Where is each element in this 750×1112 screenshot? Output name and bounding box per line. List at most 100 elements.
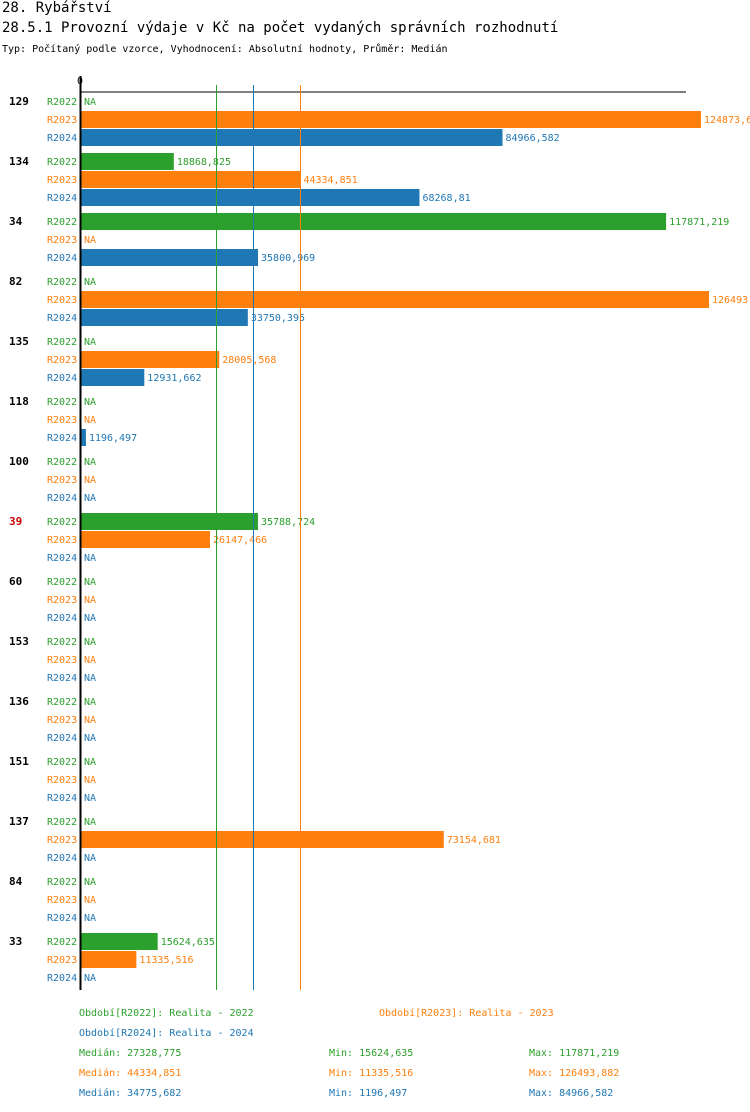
category-label: 118 xyxy=(9,395,29,408)
series-label: R2024 xyxy=(47,553,77,564)
legend-min-r2023: Min: 11335,516 xyxy=(329,1068,414,1079)
series-label: R2022 xyxy=(47,637,77,648)
category-label: 153 xyxy=(9,635,29,648)
data-label: 117871,219 xyxy=(669,217,729,228)
series-label: R2022 xyxy=(47,337,77,348)
bar xyxy=(80,129,503,146)
legend-period-r2023: Období[R2023]: Realita - 2023 xyxy=(379,1008,554,1019)
series-label: R2022 xyxy=(47,277,77,288)
series-label: R2023 xyxy=(47,775,77,786)
category-label: 84 xyxy=(9,875,23,888)
data-label: 26147,466 xyxy=(213,535,267,546)
data-label: NA xyxy=(84,235,96,246)
category-label: 34 xyxy=(9,215,23,228)
data-label: 35788,724 xyxy=(261,517,315,528)
series-label: R2023 xyxy=(47,955,77,966)
legend-max-r2022: Max: 117871,219 xyxy=(529,1048,620,1059)
series-label: R2024 xyxy=(47,853,77,864)
series-label: R2022 xyxy=(47,397,77,408)
series-label: R2024 xyxy=(47,793,77,804)
data-label: 35800,969 xyxy=(261,253,315,264)
series-label: R2023 xyxy=(47,355,77,366)
series-label: R2023 xyxy=(47,175,77,186)
legend-period-r2024: Období[R2024]: Realita - 2024 xyxy=(79,1028,254,1039)
data-label: NA xyxy=(84,415,96,426)
data-label: NA xyxy=(84,853,96,864)
bar xyxy=(80,213,667,230)
data-label: 28005,568 xyxy=(222,355,276,366)
series-label: R2024 xyxy=(47,913,77,924)
series-label: R2024 xyxy=(47,973,77,984)
bar xyxy=(80,111,701,128)
bar xyxy=(80,369,145,386)
series-label: R2024 xyxy=(47,493,77,504)
series-label: R2024 xyxy=(47,193,77,204)
series-label: R2023 xyxy=(47,475,77,486)
chart-subtitle: Typ: Počítaný podle vzorce, Vyhodnocení:… xyxy=(2,44,448,55)
category-label: 100 xyxy=(9,455,29,468)
data-label: 15624,635 xyxy=(161,937,215,948)
data-label: NA xyxy=(84,817,96,828)
series-label: R2024 xyxy=(47,613,77,624)
data-label: NA xyxy=(84,877,96,888)
series-label: R2023 xyxy=(47,115,77,126)
data-label: 18868,825 xyxy=(177,157,231,168)
data-label: NA xyxy=(84,913,96,924)
data-label: NA xyxy=(84,973,96,984)
series-label: R2022 xyxy=(47,697,77,708)
series-label: R2024 xyxy=(47,133,77,144)
legend-period-r2022: Období[R2022]: Realita - 2022 xyxy=(79,1008,254,1019)
category-label: 33 xyxy=(9,935,22,948)
chart-title: 28.5.1 Provozní výdaje v Kč na počet vyd… xyxy=(2,20,559,36)
bar xyxy=(80,933,158,950)
data-label: NA xyxy=(84,775,96,786)
series-label: R2023 xyxy=(47,415,77,426)
series-label: R2023 xyxy=(47,535,77,546)
legend-median-r2024: Medián: 34775,682 xyxy=(79,1088,182,1099)
series-label: R2023 xyxy=(47,895,77,906)
series-label: R2023 xyxy=(47,715,77,726)
data-label: NA xyxy=(84,757,96,768)
category-label: 129 xyxy=(9,95,29,108)
category-label: 136 xyxy=(9,695,29,708)
bar xyxy=(80,831,444,848)
category-label: 60 xyxy=(9,575,22,588)
data-label: NA xyxy=(84,277,96,288)
data-label: 11335,516 xyxy=(139,955,193,966)
data-label: 68268,81 xyxy=(422,193,470,204)
series-label: R2022 xyxy=(47,157,77,168)
series-label: R2022 xyxy=(47,877,77,888)
bar xyxy=(80,531,211,548)
data-label: NA xyxy=(84,493,96,504)
data-label: NA xyxy=(84,457,96,468)
bar xyxy=(80,951,137,968)
data-label: NA xyxy=(84,793,96,804)
series-label: R2024 xyxy=(47,673,77,684)
category-label: 135 xyxy=(9,335,29,348)
category-label: 151 xyxy=(9,755,29,768)
data-label: NA xyxy=(84,637,96,648)
series-label: R2022 xyxy=(47,517,77,528)
legend-min-r2024: Min: 1196,497 xyxy=(329,1088,408,1099)
data-label: NA xyxy=(84,655,96,666)
category-label: 134 xyxy=(9,155,29,168)
data-label: 44334,851 xyxy=(303,175,357,186)
data-label: NA xyxy=(84,697,96,708)
bar xyxy=(80,429,86,446)
data-label: 73154,681 xyxy=(447,835,501,846)
series-label: R2022 xyxy=(47,217,77,228)
legend-min-r2022: Min: 15624,635 xyxy=(329,1048,414,1059)
data-label: 124873,638 xyxy=(704,115,750,126)
series-label: R2022 xyxy=(47,457,77,468)
series-label: R2022 xyxy=(47,817,77,828)
data-label: NA xyxy=(84,595,96,606)
bar xyxy=(80,513,258,530)
data-label: 84966,582 xyxy=(506,133,560,144)
legend-median-r2023: Medián: 44334,851 xyxy=(79,1068,182,1079)
bar xyxy=(80,153,174,170)
data-label: NA xyxy=(84,613,96,624)
series-label: R2022 xyxy=(47,757,77,768)
series-label: R2023 xyxy=(47,595,77,606)
series-label: R2024 xyxy=(47,733,77,744)
legend-max-r2023: Max: 126493,882 xyxy=(529,1068,620,1079)
